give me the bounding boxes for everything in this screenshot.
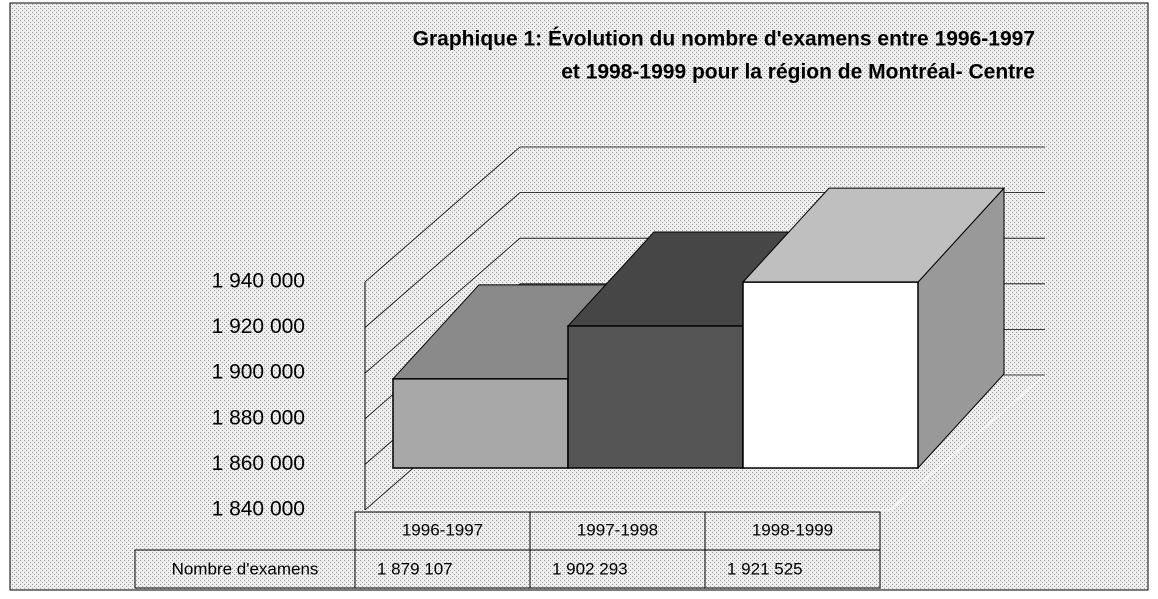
y-tick-label: 1 840 000 (212, 498, 305, 521)
grid-line (364, 237, 521, 374)
table-row-label: Nombre d'examens (172, 559, 319, 578)
table-value: 1 879 107 (377, 559, 453, 578)
x-tick-label: 1996-1997 (402, 520, 483, 539)
bar (392, 378, 569, 469)
table-box (134, 549, 881, 589)
x-tick-label: 1997-1998 (577, 520, 658, 539)
table-value: 1 921 525 (727, 559, 803, 578)
y-tick-label: 1 940 000 (212, 270, 305, 293)
y-tick-label: 1 880 000 (212, 406, 305, 429)
bar (567, 325, 744, 469)
y-tick-label: 1 920 000 (212, 315, 305, 338)
grid-line (364, 146, 521, 283)
bar (742, 281, 919, 469)
y-tick-label: 1 860 000 (212, 452, 305, 475)
chart-title: Graphique 1: Évolution du nombre d'exame… (413, 28, 1035, 51)
x-tick-label: 1998-1999 (752, 520, 833, 539)
chart-title: et 1998-1999 pour la région de Montréal-… (561, 61, 1035, 84)
grid-line (364, 192, 521, 328)
y-tick-label: 1 900 000 (212, 361, 305, 384)
table-value: 1 902 293 (552, 559, 628, 578)
